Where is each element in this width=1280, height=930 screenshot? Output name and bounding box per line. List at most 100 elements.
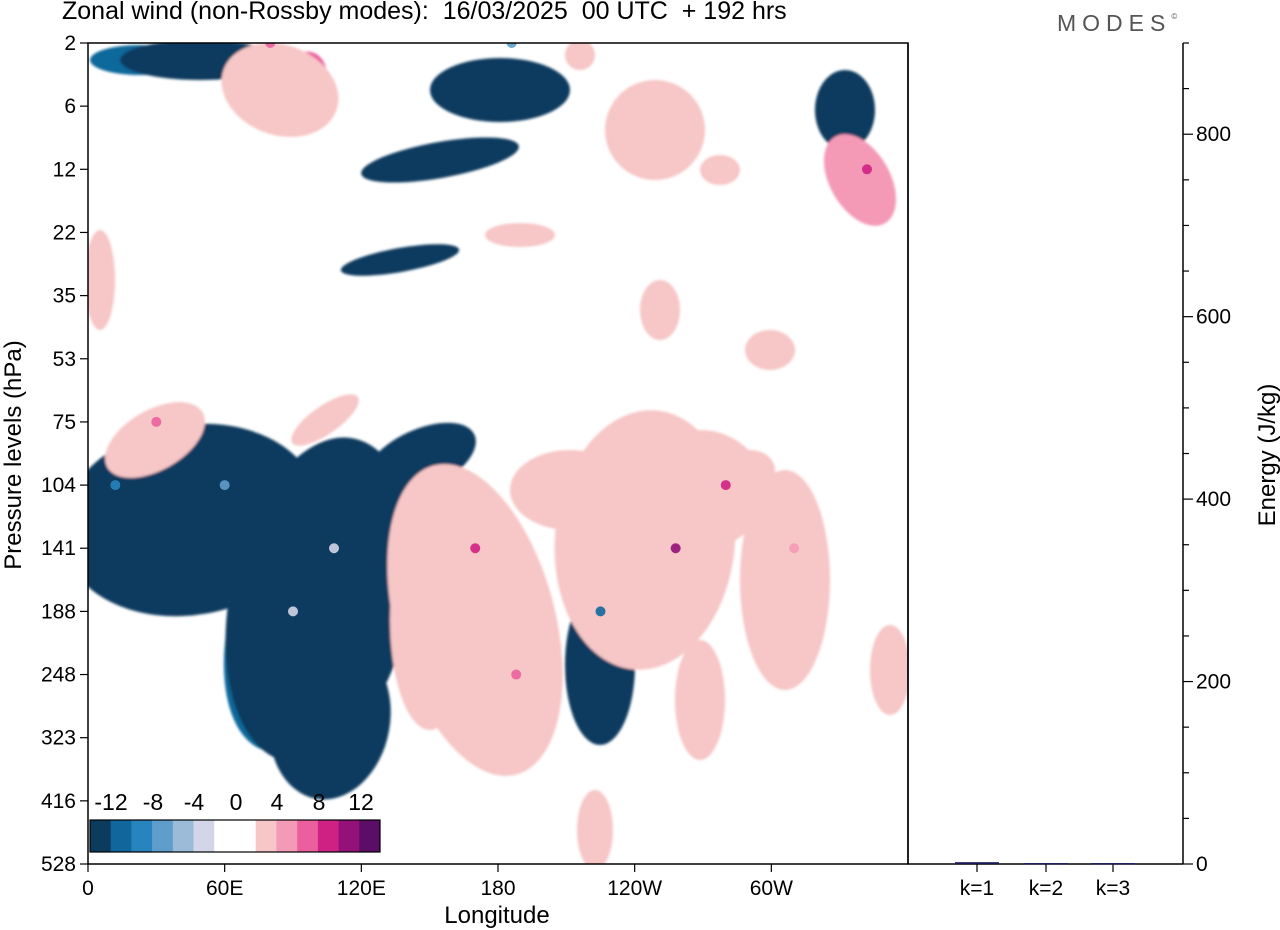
energy-bar: [955, 862, 999, 864]
colorbar: -12 -8 -4 0 4 8 12: [89, 789, 381, 853]
energy-axis-title: Energy (J/kg): [1254, 384, 1280, 527]
heatmap-feature: [219, 480, 230, 491]
y-tick-label: 75: [53, 411, 76, 434]
colorbar-swatch: [317, 820, 339, 852]
y-tick-label: 2: [64, 32, 76, 55]
y-tick-label: 35: [53, 285, 76, 308]
energy-bar: [1091, 863, 1135, 865]
colorbar-label: -12: [94, 789, 127, 815]
colorbar-frame: [89, 819, 381, 853]
y-tick-label: 528: [41, 853, 76, 876]
x-tick-label: 0: [82, 877, 94, 900]
colorbar-swatch: [193, 820, 215, 852]
y-tick-label: 104: [41, 474, 76, 497]
heatmap-contour: [88, 470, 122, 570]
chart-title: Zonal wind (non-Rossby modes): 16/03/202…: [62, 0, 787, 25]
heatmap-contour: [640, 280, 680, 340]
heatmap-feature: [670, 543, 681, 554]
colorbar-swatch: [235, 820, 257, 852]
heatmap-feature: [506, 43, 517, 48]
heatmap-contour: [740, 470, 830, 690]
colorbar-swatch: [255, 820, 277, 852]
heatmap-contour: [361, 137, 519, 183]
heatmap-contour: [221, 43, 339, 138]
energy-tick-label: 200: [1196, 671, 1231, 694]
energy-tick-label: 800: [1196, 123, 1231, 146]
heatmap-contour: [725, 450, 775, 490]
heatmap-contour: [510, 450, 630, 530]
modes-logo: MODES©: [1057, 10, 1178, 36]
heatmap-contour: [870, 625, 908, 715]
heatmap-contour: [390, 510, 470, 730]
colorbar-swatch: [276, 820, 298, 852]
heatmap-contour: [430, 58, 570, 122]
heatmap-feature: [110, 480, 121, 491]
heatmap-contour: [815, 70, 875, 150]
energy-category-label: k=2: [1029, 877, 1063, 900]
energy-tick-label: 0: [1196, 853, 1208, 876]
colorbar-swatch: [338, 820, 360, 852]
colorbar-swatch: [131, 820, 153, 852]
y-tick-label: 53: [53, 348, 76, 371]
heatmap-contour: [605, 80, 705, 180]
y-axis-title: Pressure levels (hPa): [0, 340, 27, 569]
y-tick-label: 416: [41, 790, 76, 813]
colorbar-label: 0: [230, 789, 243, 815]
x-tick-label: 180: [480, 877, 515, 900]
colorbar-label: 12: [348, 789, 374, 815]
colorbar-label: -8: [143, 789, 163, 815]
heatmap-contour: [105, 402, 205, 478]
x-tick-label: 60W: [750, 877, 793, 900]
heatmap-feature: [151, 416, 162, 427]
colorbar-swatch: [172, 820, 194, 852]
heatmap-contour: [745, 330, 795, 370]
heatmap-feature: [329, 543, 339, 554]
heatmap-contour: [88, 230, 115, 330]
heatmap-contour: [340, 244, 460, 276]
y-tick-label: 6: [64, 95, 76, 118]
heatmap-contour: [485, 223, 555, 247]
colorbar-swatch: [214, 820, 236, 852]
y-tick-label: 323: [41, 727, 76, 750]
colorbar-swatch: [90, 820, 112, 852]
heatmap-contour: [700, 155, 740, 185]
heatmap-contour: [269, 640, 391, 800]
energy-category-label: k=3: [1096, 877, 1130, 900]
colorbar-swatch: [297, 820, 319, 852]
heatmap-feature: [265, 43, 276, 48]
x-tick-label: 60E: [206, 877, 243, 900]
colorbar-label: -4: [184, 789, 205, 815]
heatmap-contour: [823, 134, 897, 226]
wind-heatmap: [88, 43, 908, 864]
colorbar-label: 4: [271, 789, 284, 815]
heatmap-contour: [291, 394, 359, 446]
y-tick-label: 248: [41, 664, 76, 687]
y-tick-label: 12: [53, 158, 76, 181]
colorbar-swatch: [110, 820, 132, 852]
x-tick-label: 120E: [337, 877, 386, 900]
heatmap-feature: [789, 543, 800, 554]
heatmap-feature: [511, 669, 522, 680]
heatmap-feature: [595, 606, 606, 617]
heatmap-feature: [288, 606, 298, 617]
energy-tick-label: 600: [1196, 306, 1231, 329]
x-tick-label: 120W: [607, 877, 662, 900]
heatmap-feature: [470, 543, 481, 554]
heatmap-contour: [565, 43, 595, 70]
energy-category-label: k=1: [960, 877, 994, 900]
heatmap-feature: [720, 480, 731, 491]
y-tick-label: 22: [53, 221, 76, 244]
y-tick-label: 141: [41, 537, 76, 560]
colorbar-swatch: [152, 820, 174, 852]
heatmap-contour: [675, 640, 725, 760]
heatmap-contour: [577, 790, 613, 864]
energy-tick-label: 400: [1196, 488, 1231, 511]
energy-bar: [1024, 863, 1068, 865]
heatmap-contours: [88, 43, 908, 864]
energy-bar-panel: 0 200 400 600 800 Energy (J/kg) k=1 k=2 k=3: [907, 42, 1280, 900]
y-tick-label: 188: [41, 600, 76, 623]
x-axis-title: Longitude: [444, 902, 549, 929]
colorbar-label: 8: [313, 789, 326, 815]
heatmap-feature: [862, 164, 872, 175]
